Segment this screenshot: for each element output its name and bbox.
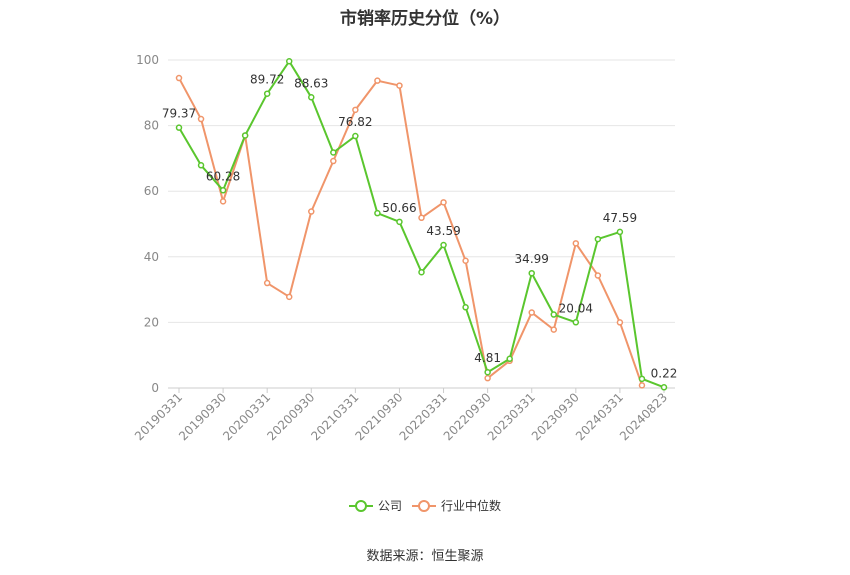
y-tick-label: 20: [144, 315, 159, 329]
industry-data-point: [285, 293, 293, 301]
data-label: 20.04: [559, 301, 593, 315]
y-tick-label: 0: [151, 381, 159, 395]
company-data-point: [660, 384, 668, 391]
company-data-point: [528, 269, 535, 277]
company-data-point: [285, 58, 293, 65]
legend-company-label: 公司: [378, 499, 402, 513]
data-label: 47.59: [603, 211, 637, 225]
data-source: 数据来源：恒生聚源: [366, 549, 484, 564]
company-data-point: [219, 187, 227, 194]
industry-data-point: [263, 279, 271, 287]
industry-data-point: [440, 199, 447, 206]
company-data-point: [352, 132, 359, 140]
company-data-point: [374, 209, 381, 217]
company-data-point: [484, 368, 491, 376]
company-data-point: [462, 304, 469, 311]
company-data-point: [550, 311, 558, 318]
company-data-point: [638, 375, 646, 383]
industry-data-point: [616, 319, 624, 326]
company-data-point: [263, 90, 271, 97]
company-data-point: [572, 319, 580, 326]
company-data-point: [594, 235, 602, 243]
company-data-point: [241, 132, 249, 139]
data-label: 0.22: [651, 366, 678, 380]
data-label: 4.81: [474, 351, 501, 365]
company-data-point: [308, 94, 315, 101]
data-label: 60.28: [206, 169, 240, 183]
industry-data-point: [550, 326, 558, 333]
company-data-point: [396, 218, 403, 226]
legend-industry-marker: [418, 500, 430, 512]
industry-data-point: [308, 208, 315, 215]
y-tick-label: 80: [144, 119, 159, 133]
industry-data-point: [330, 157, 337, 165]
industry-series-line: [178, 77, 643, 386]
data-label: 34.99: [515, 252, 549, 266]
data-label: 79.37: [162, 107, 196, 121]
chart-title: 市销率历史分位（%）: [339, 9, 511, 29]
industry-data-point: [352, 106, 359, 114]
industry-data-point: [528, 309, 535, 316]
company-data-point: [418, 268, 425, 276]
industry-data-point: [219, 198, 227, 205]
industry-data-point: [418, 214, 425, 222]
x-tick-label: 20240823: [617, 390, 670, 443]
legend-industry-label: 行业中位数: [441, 498, 501, 513]
company-data-point: [175, 124, 183, 131]
industry-data-point: [484, 374, 491, 382]
company-data-point: [506, 355, 513, 363]
industry-data-point: [374, 77, 381, 84]
y-tick-label: 40: [144, 250, 159, 264]
company-data-point: [330, 149, 337, 156]
company-series-line: [178, 60, 665, 389]
data-label: 88.63: [294, 76, 328, 90]
data-label: 76.82: [338, 115, 372, 129]
industry-data-point: [638, 382, 646, 389]
industry-data-point: [594, 272, 602, 279]
industry-data-point: [572, 240, 580, 247]
legend-company-marker: [355, 500, 367, 512]
data-label: 43.59: [426, 224, 460, 238]
company-data-point: [440, 241, 447, 249]
industry-data-point: [462, 257, 469, 264]
industry-data-point: [396, 82, 403, 89]
y-tick-label: 100: [136, 53, 159, 67]
industry-data-point: [197, 115, 205, 123]
y-tick-label: 60: [144, 184, 159, 198]
data-label: 50.66: [382, 201, 416, 215]
company-data-point: [616, 228, 624, 236]
industry-data-point: [175, 74, 183, 82]
company-data-point: [197, 162, 205, 169]
data-label: 89.72: [250, 73, 284, 87]
